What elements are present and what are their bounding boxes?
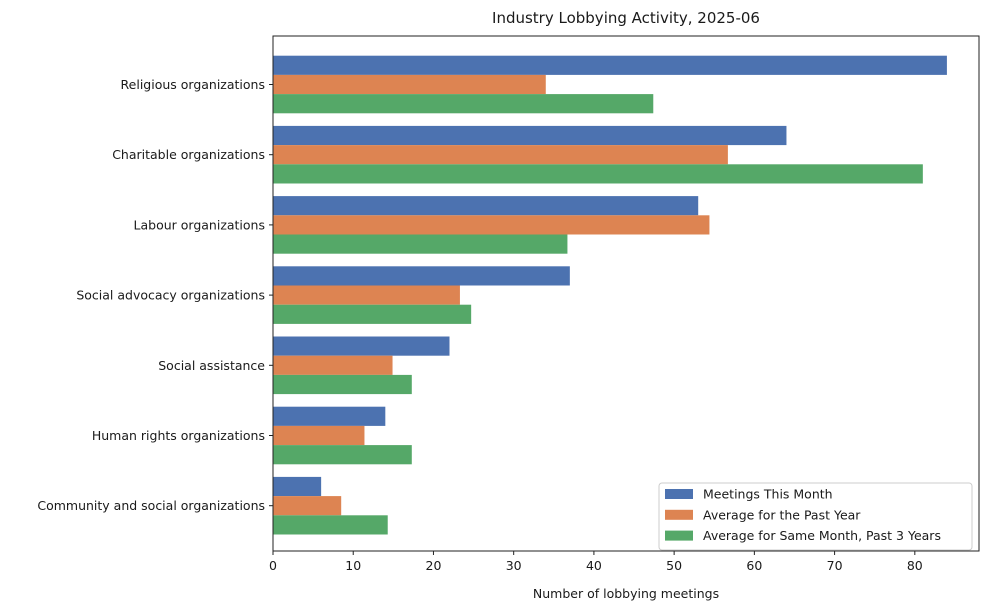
chart-title: Industry Lobbying Activity, 2025-06 [492, 9, 760, 27]
bar-human-rights-organizations-average-for-the-past-year [273, 425, 365, 446]
legend-swatch-average-for-same-month-past-3-years [665, 530, 693, 541]
y-tick-label: Social advocacy organizations [76, 288, 265, 303]
bar-religious-organizations-average-for-the-past-year [273, 74, 546, 95]
legend-swatch-average-for-the-past-year [665, 509, 693, 520]
bars-layer [273, 55, 947, 535]
x-tick-label: 20 [426, 558, 442, 573]
bar-religious-organizations-meetings-this-month [273, 55, 947, 75]
bar-social-assistance-average-for-same-month-past-3-years [273, 374, 412, 395]
bar-human-rights-organizations-meetings-this-month [273, 406, 386, 426]
legend-label-meetings-this-month: Meetings This Month [703, 487, 833, 502]
bar-social-advocacy-organizations-meetings-this-month [273, 266, 570, 286]
legend-label-average-for-the-past-year: Average for the Past Year [703, 507, 861, 522]
y-tick-label: Human rights organizations [92, 428, 265, 443]
x-tick-label: 30 [506, 558, 522, 573]
x-tick-label: 10 [345, 558, 361, 573]
bar-social-assistance-average-for-the-past-year [273, 355, 393, 375]
bar-social-advocacy-organizations-average-for-same-month-past-3-years [273, 304, 472, 324]
bar-religious-organizations-average-for-same-month-past-3-years [273, 94, 654, 114]
bar-community-and-social-organizations-average-for-same-month-past-3-years [273, 515, 388, 535]
bar-labour-organizations-average-for-the-past-year [273, 215, 710, 235]
x-tick-label: 50 [666, 558, 682, 573]
legend: Meetings This Month Average for the Past … [658, 482, 973, 551]
legend-swatch-meetings-this-month [665, 489, 693, 499]
bar-charitable-organizations-average-for-the-past-year [273, 145, 728, 165]
x-axis: 0 10 20 30 40 50 60 70 80 [269, 551, 923, 573]
bar-community-and-social-organizations-average-for-the-past-year [273, 496, 342, 516]
bar-labour-organizations-meetings-this-month [273, 196, 699, 216]
x-tick-label: 0 [269, 558, 277, 573]
y-tick-label: Social assistance [158, 358, 265, 373]
bar-labour-organizations-average-for-same-month-past-3-years [273, 234, 568, 254]
x-tick-label: 70 [827, 558, 843, 573]
x-axis-label: Number of lobbying meetings [533, 586, 719, 601]
bar-social-advocacy-organizations-average-for-the-past-year [273, 285, 460, 305]
x-tick-label: 40 [586, 558, 602, 573]
bar-charitable-organizations-meetings-this-month [273, 125, 787, 146]
x-tick-label: 80 [907, 558, 923, 573]
legend-box [658, 482, 973, 551]
y-axis: Religious organizations Charitable organi… [37, 77, 273, 513]
y-tick-label: Charitable organizations [112, 147, 265, 162]
legend-label-average-for-same-month-past-3-years: Average for Same Month, Past 3 Years [703, 528, 941, 543]
plot-frame [272, 35, 980, 552]
y-tick-label: Labour organizations [134, 217, 265, 232]
bar-community-and-social-organizations-meetings-this-month [273, 476, 322, 497]
x-tick-label: 60 [746, 558, 762, 573]
y-tick-label: Religious organizations [121, 77, 265, 92]
bar-human-rights-organizations-average-for-same-month-past-3-years [273, 445, 412, 465]
bar-social-assistance-meetings-this-month [273, 336, 450, 356]
bar-charitable-organizations-average-for-same-month-past-3-years [273, 164, 923, 184]
y-tick-label: Community and social organizations [37, 498, 265, 513]
